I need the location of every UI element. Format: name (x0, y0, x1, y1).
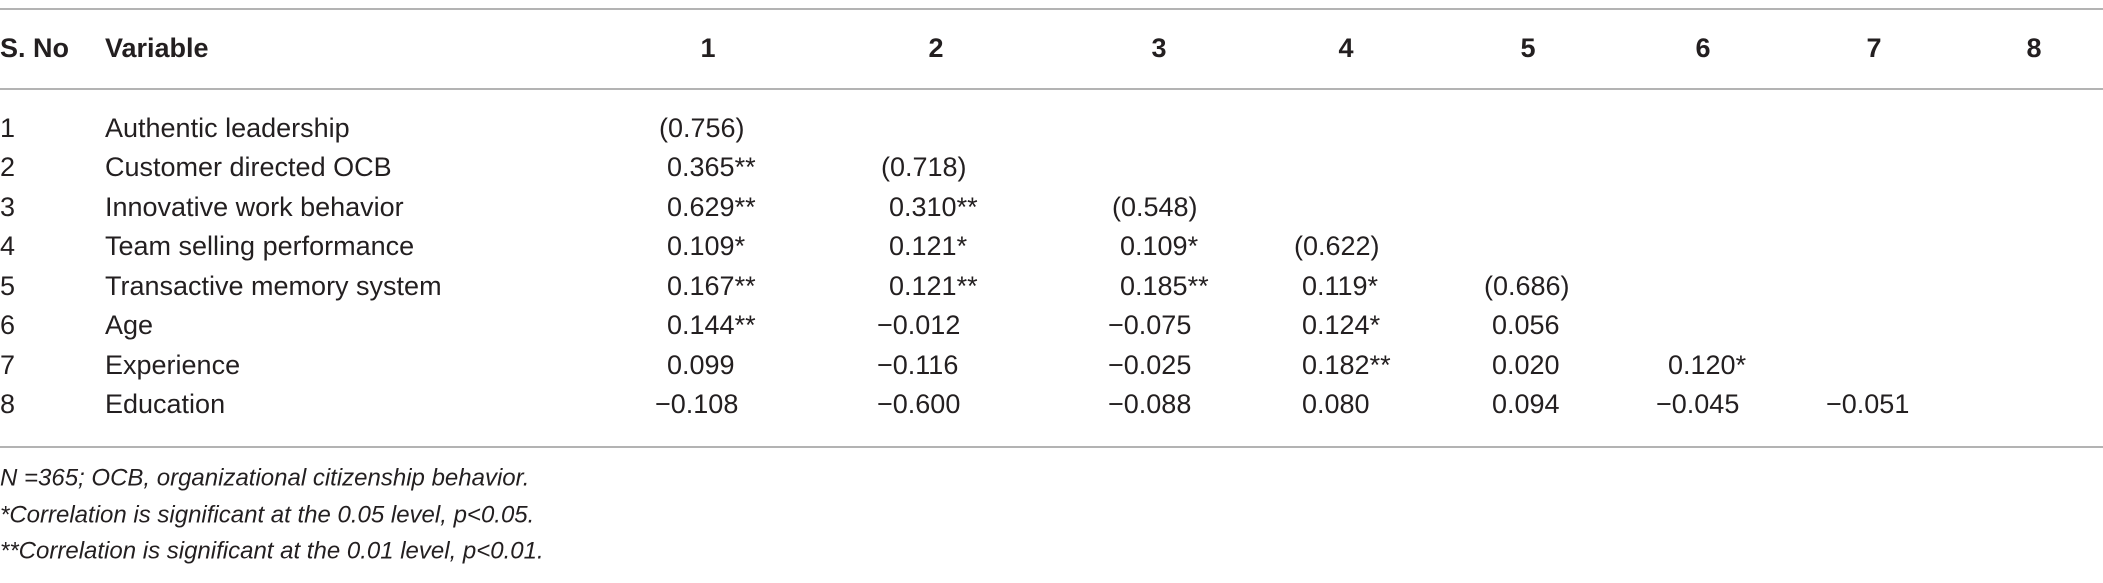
header-cell: 6 (1695, 33, 1710, 63)
correlation-value: 0.056 (1492, 310, 1560, 340)
correlation-value: 0.124* (1302, 310, 1381, 340)
row-number: 4 (0, 231, 15, 261)
correlation-value: 0.144** (667, 310, 756, 340)
correlation-value: 0.120* (1668, 350, 1747, 380)
correlation-value: (0.718) (881, 152, 967, 182)
correlation-value: −0.116 (877, 350, 958, 380)
variable-name: Age (105, 310, 153, 340)
correlation-value: (0.548) (1112, 192, 1198, 222)
correlation-value: 0.121** (889, 271, 978, 301)
row-number: 5 (0, 271, 15, 301)
correlation-value: (0.686) (1484, 271, 1570, 301)
variable-name: Authentic leadership (105, 113, 350, 143)
row-number: 3 (0, 192, 15, 222)
correlation-value: (0.756) (659, 113, 745, 143)
variable-name: Experience (105, 350, 240, 380)
correlation-value: −0.108 (655, 389, 738, 419)
row-number: 1 (0, 113, 15, 143)
correlation-value: 0.167** (667, 271, 756, 301)
header-cell: 3 (1151, 33, 1166, 63)
correlation-value: 0.365** (667, 152, 756, 182)
variable-name: Education (105, 389, 225, 419)
correlation-value: 0.119* (1302, 271, 1379, 301)
correlation-value: 0.080 (1302, 389, 1370, 419)
variable-name: Transactive memory system (105, 271, 442, 301)
row-number: 7 (0, 350, 15, 380)
header-cell: 8 (2026, 33, 2041, 63)
header-cell: 1 (700, 33, 715, 63)
table-note: N =365; OCB, organizational citizenship … (0, 464, 529, 491)
correlation-value: 0.020 (1492, 350, 1560, 380)
correlation-value: 0.182** (1302, 350, 1391, 380)
correlation-value: 0.109* (667, 231, 746, 261)
header-cell: 4 (1338, 33, 1353, 63)
correlation-value: 0.109* (1120, 231, 1199, 261)
correlation-value: 0.310** (889, 192, 978, 222)
header-cell: 7 (1866, 33, 1881, 63)
header-cell: 2 (928, 33, 943, 63)
correlation-value: −0.045 (1656, 389, 1739, 419)
correlation-value: −0.075 (1108, 310, 1191, 340)
correlation-value: −0.025 (1108, 350, 1191, 380)
correlation-value: −0.012 (877, 310, 960, 340)
table-note: **Correlation is significant at the 0.01… (0, 537, 544, 564)
variable-name: Customer directed OCB (105, 152, 392, 182)
row-number: 2 (0, 152, 15, 182)
correlation-value: −0.051 (1826, 389, 1909, 419)
variable-name: Innovative work behavior (105, 192, 404, 222)
row-number: 6 (0, 310, 15, 340)
row-number: 8 (0, 389, 15, 419)
correlation-value: (0.622) (1294, 231, 1380, 261)
header-cell: Variable (105, 33, 209, 63)
correlation-value: −0.088 (1108, 389, 1191, 419)
correlation-value: 0.094 (1492, 389, 1560, 419)
header-cell: S. No (0, 33, 69, 63)
correlation-value: 0.629** (667, 192, 756, 222)
correlation-value: 0.099 (667, 350, 735, 380)
table-note: *Correlation is significant at the 0.05 … (0, 501, 534, 528)
variable-name: Team selling performance (105, 231, 414, 261)
header-cell: 5 (1520, 33, 1535, 63)
correlation-value: −0.600 (877, 389, 960, 419)
correlation-value: 0.185** (1120, 271, 1209, 301)
correlation-value: 0.121* (889, 231, 968, 261)
